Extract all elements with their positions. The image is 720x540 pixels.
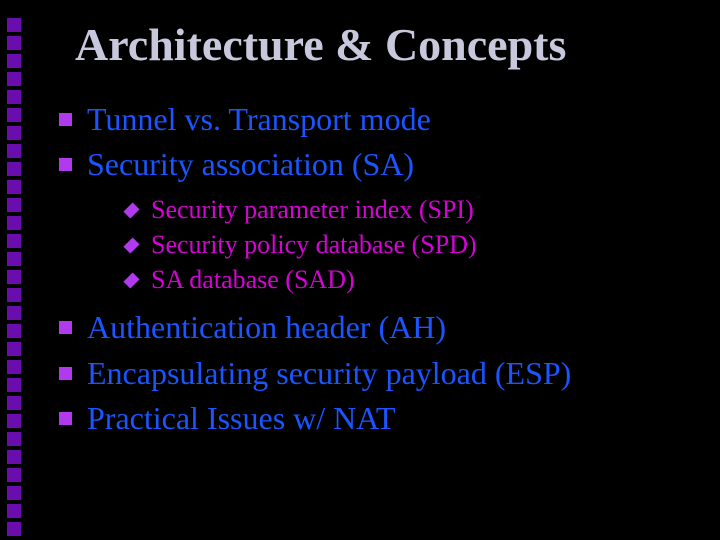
decoration-square [7,414,21,428]
decoration-square [7,306,21,320]
list-item-label: Practical Issues w/ NAT [87,400,395,436]
slide-title: Architecture & Concepts [75,20,700,71]
decoration-square [7,504,21,518]
decoration-square [7,360,21,374]
list-item-label: Encapsulating security payload (ESP) [87,355,571,391]
decoration-square [7,234,21,248]
list-item: Practical Issues w/ NAT [55,398,700,440]
decoration-square [7,270,21,284]
left-decoration-strip [0,0,28,540]
decoration-square [7,468,21,482]
decoration-square [7,216,21,230]
decoration-square [7,432,21,446]
decoration-square [7,36,21,50]
list-item-label: Security parameter index (SPI) [151,195,474,224]
list-item-label: Tunnel vs. Transport mode [87,101,431,137]
decoration-square [7,144,21,158]
list-item: Tunnel vs. Transport mode [55,99,700,141]
decoration-square [7,18,21,32]
sub-bullet-list: Security parameter index (SPI) Security … [123,192,700,297]
decoration-square [7,198,21,212]
decoration-square [7,54,21,68]
list-item: Security association (SA) Security param… [55,144,700,297]
decoration-square [7,486,21,500]
decoration-square [7,324,21,338]
list-item: Authentication header (AH) [55,307,700,349]
decoration-square [7,72,21,86]
list-item-label: Authentication header (AH) [87,309,446,345]
decoration-square [7,162,21,176]
decoration-square [7,252,21,266]
list-item: Encapsulating security payload (ESP) [55,353,700,395]
list-item: SA database (SAD) [123,262,700,297]
decoration-square [7,126,21,140]
list-item: Security policy database (SPD) [123,227,700,262]
list-item: Security parameter index (SPI) [123,192,700,227]
decoration-square [7,288,21,302]
list-item-label: Security policy database (SPD) [151,230,477,259]
decoration-square [7,396,21,410]
decoration-square [7,378,21,392]
list-item-label: Security association (SA) [87,146,414,182]
decoration-square [7,342,21,356]
decoration-square [7,90,21,104]
decoration-square [7,450,21,464]
list-item-label: SA database (SAD) [151,265,355,294]
decoration-square [7,180,21,194]
slide-content: Architecture & Concepts Tunnel vs. Trans… [55,20,700,520]
bullet-list: Tunnel vs. Transport mode Security assoc… [55,99,700,440]
decoration-square [7,522,21,536]
decoration-square [7,108,21,122]
